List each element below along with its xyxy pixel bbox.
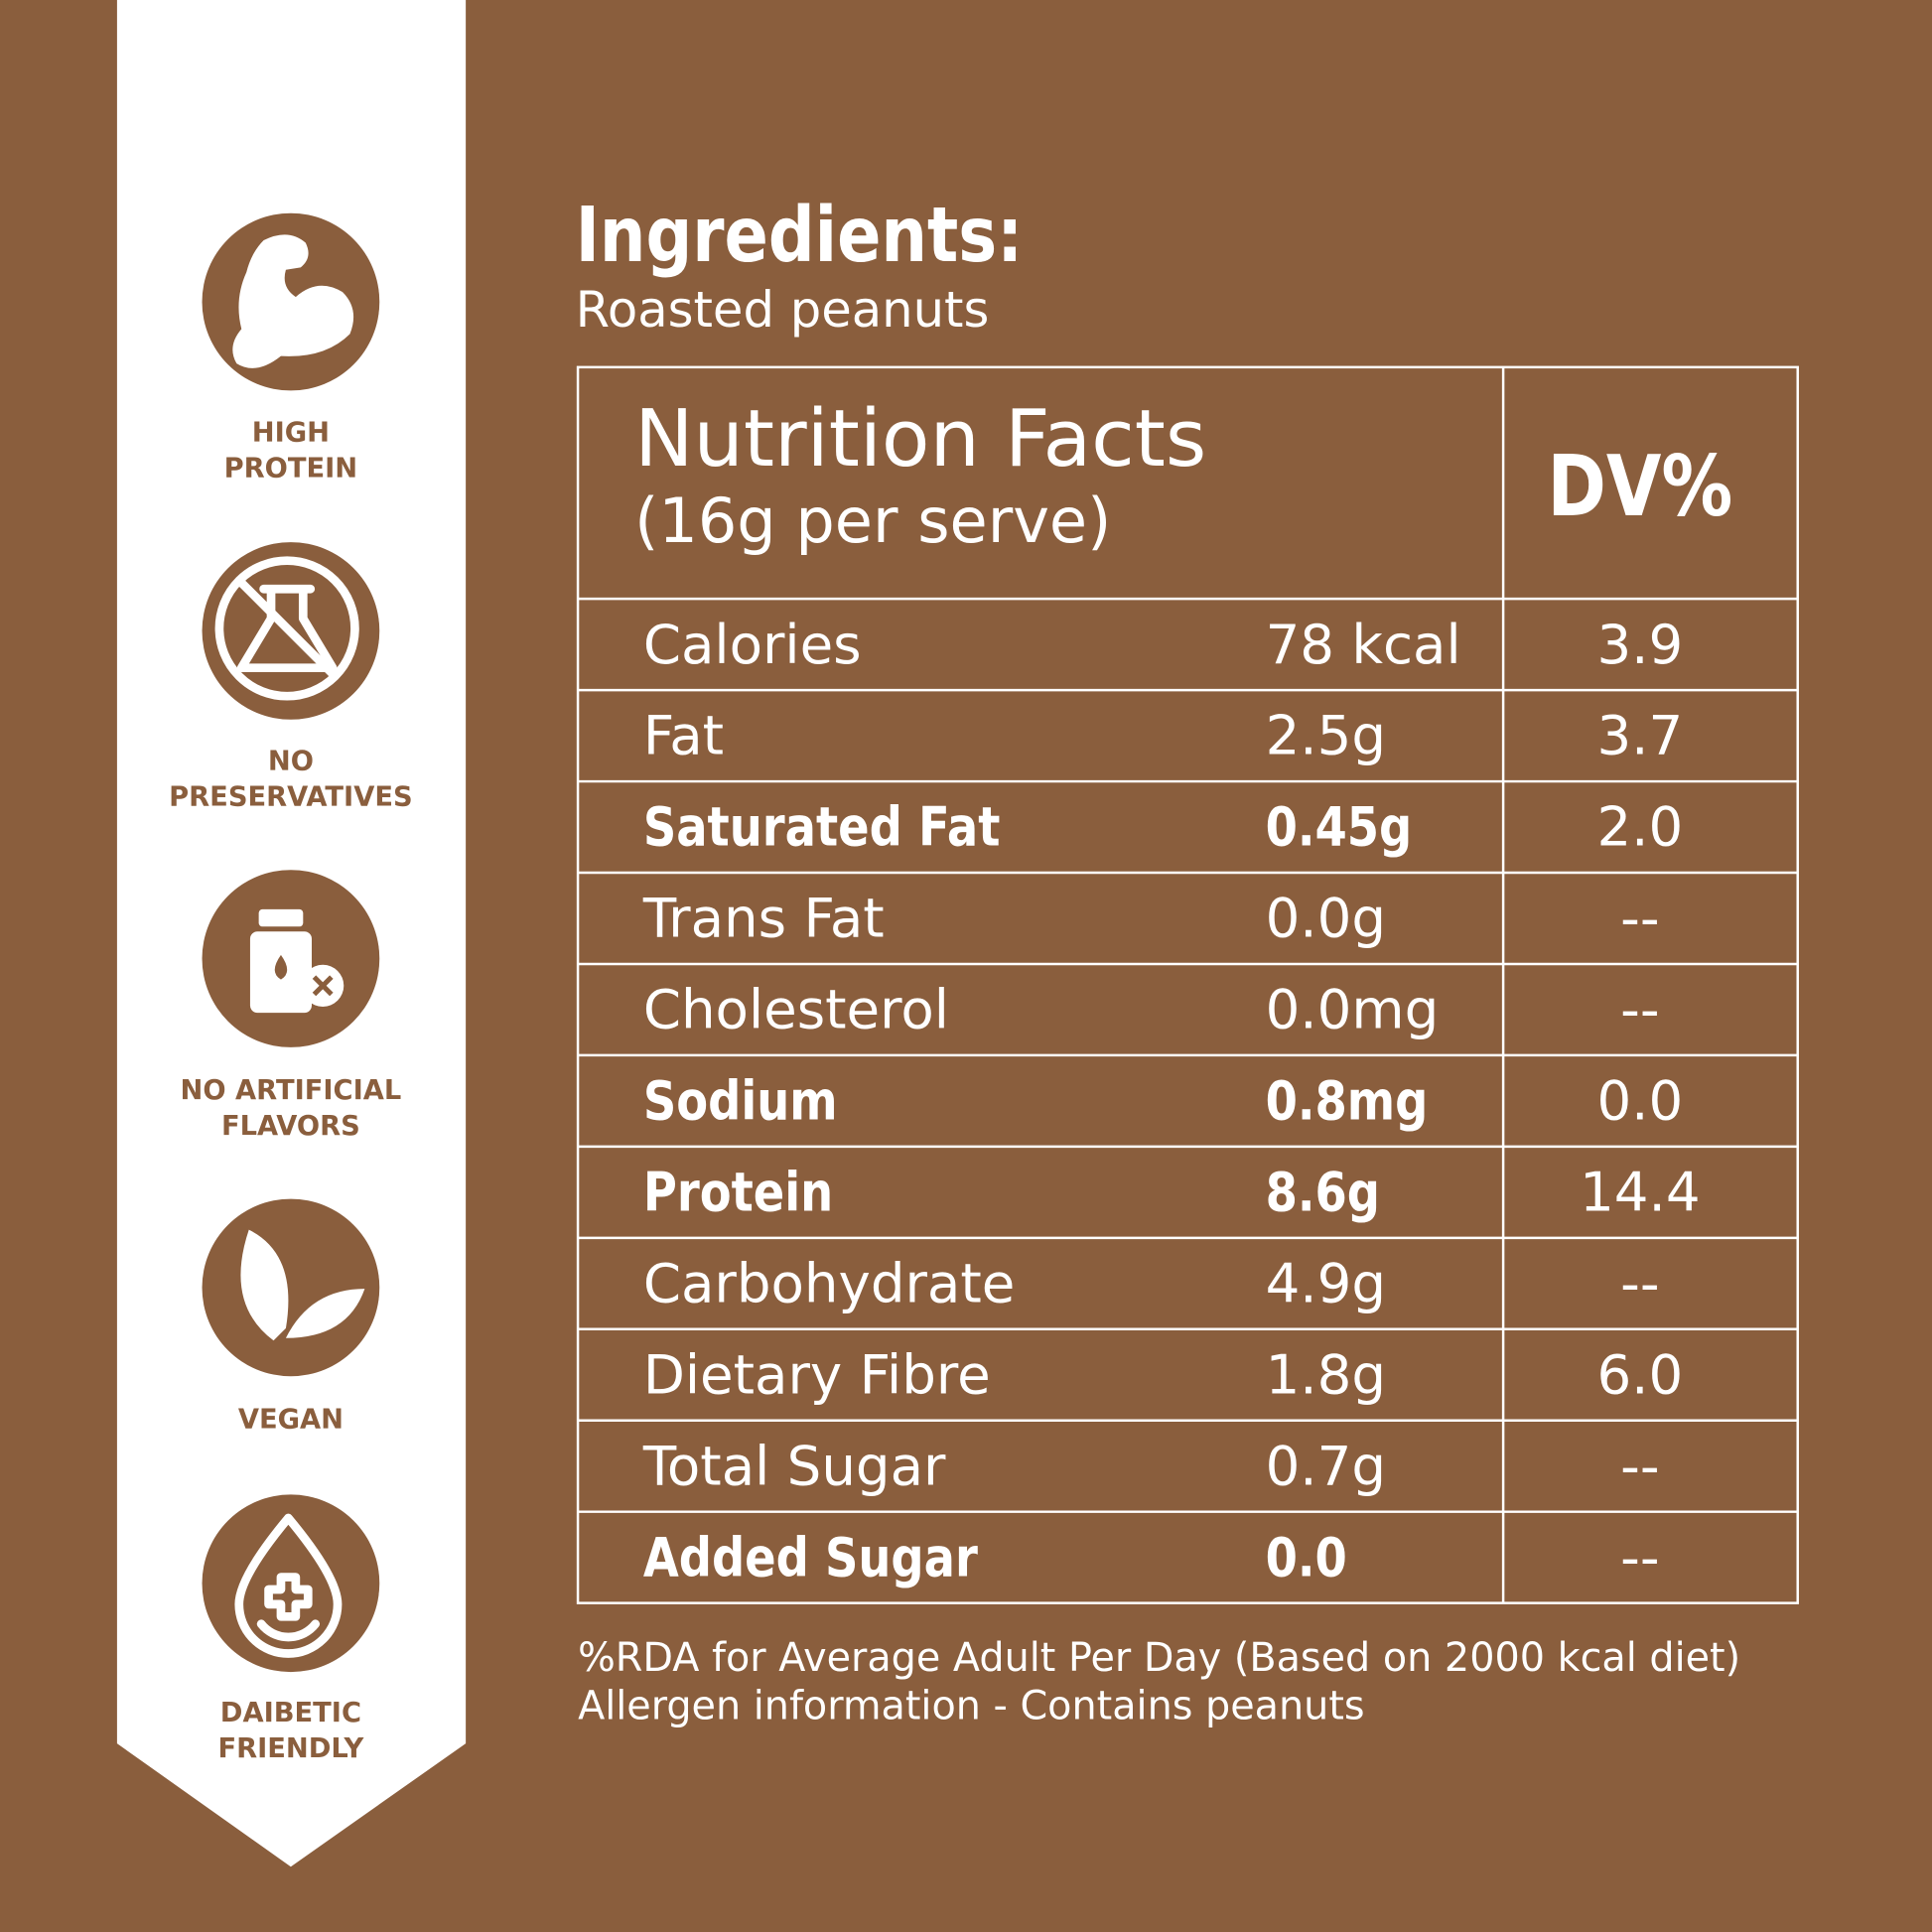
nutrient-amount: 4.9g [1266,1251,1386,1314]
nutrient-amount: 2.5g [1266,704,1386,767]
daily-value: -- [1620,1434,1659,1497]
dv-header: DV% [1547,438,1732,535]
ingredients-text: Roasted peanuts [576,281,990,339]
nutrient-amount: 1.8g [1266,1342,1386,1406]
badge-label: NO ARTIFICIAL [181,1075,402,1106]
nutrient-name: Calories [643,613,862,676]
nutrient-name: Total Sugar [642,1434,946,1497]
badge-label: HIGH [252,417,330,448]
nutrient-amount: 0.0g [1266,887,1386,950]
badge-label: FLAVORS [221,1111,360,1142]
nutrient-amount: 0.8mg [1266,1069,1429,1133]
badge-label: VEGAN [238,1404,344,1435]
nutrient-amount: 0.45g [1266,795,1413,859]
nutrient-name: Protein [643,1161,833,1224]
daily-value: 3.7 [1596,704,1683,767]
no-artificial-icon [249,908,345,1014]
daily-value: -- [1620,1251,1659,1314]
daily-value: -- [1620,1525,1659,1588]
badge-label: PRESERVATIVES [169,782,413,813]
nutrient-amount: 0.0mg [1266,978,1440,1041]
daily-value: -- [1620,978,1659,1041]
nutrient-amount: 8.6g [1266,1161,1380,1224]
nutrient-name: Sodium [643,1069,838,1133]
nutrient-name: Trans Fat [642,887,885,950]
daily-value: 14.4 [1580,1160,1701,1223]
ingredients-title: Ingredients: [576,191,1024,279]
nutrient-name: Added Sugar [643,1526,978,1589]
daily-value: -- [1620,887,1659,950]
table-title: Nutrition Facts [634,392,1206,484]
footnote: %RDA for Average Adult Per Day (Based on… [578,1635,1740,1681]
footnote: Allergen information - Contains peanuts [578,1683,1365,1728]
nutrient-name: Cholesterol [643,978,949,1041]
nutrient-name: Fat [643,704,724,767]
nutrient-name: Saturated Fat [643,795,1001,859]
nutrient-amount: 78 kcal [1266,613,1461,676]
daily-value: 2.0 [1596,795,1683,859]
table-border [576,365,1799,1604]
nutrient-name: Carbohydrate [643,1251,1016,1314]
daily-value: 6.0 [1596,1342,1683,1406]
badge-icons [202,212,380,1673]
leaf-icon [240,1229,365,1341]
drop-icon [234,1513,343,1658]
badge-circle [202,1198,380,1377]
nutrient-name: Dietary Fibre [643,1342,991,1406]
daily-value: 0.0 [1596,1069,1683,1133]
no-chemicals-icon [214,556,359,701]
flexed-arm-icon [232,234,354,368]
badge-label: PROTEIN [224,453,358,483]
badge-label: DAIBETIC [220,1698,361,1728]
nutrient-amount: 0.0 [1266,1526,1347,1589]
badge-label: FRIENDLY [217,1733,364,1764]
daily-value: 3.9 [1596,613,1683,676]
badge-label: NO [268,747,314,777]
table-subtitle: (16g per serve) [634,484,1111,557]
nutrient-amount: 0.7g [1266,1434,1386,1497]
